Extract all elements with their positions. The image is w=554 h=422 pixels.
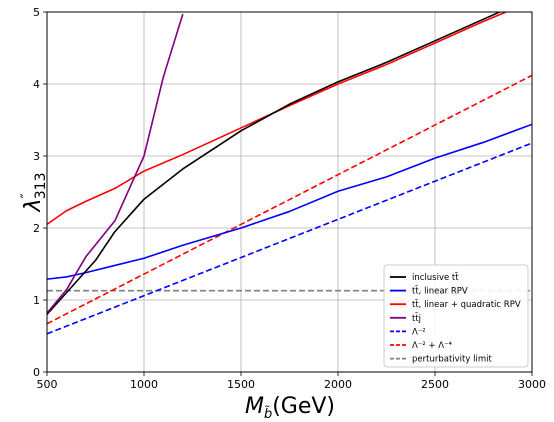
series-line-0 xyxy=(47,12,502,315)
x-tick-label: 2000 xyxy=(324,378,352,391)
y-tick-label: 1 xyxy=(33,294,40,307)
series-line-4 xyxy=(47,142,532,335)
x-axis-label: Mb̃(GeV) xyxy=(245,394,335,422)
legend: inclusive tt̄ tt̄, linear RPV tt̄, linear … xyxy=(383,264,529,368)
y-axis-label: λ″313 xyxy=(19,173,49,213)
x-tick-label: 1000 xyxy=(130,378,158,391)
y-axis: 0 1 2 3 4 5 xyxy=(33,6,47,379)
x-axis: 500 1000 1500 2000 2500 3000 xyxy=(37,372,546,391)
plot-frame xyxy=(46,11,533,373)
series-line-2 xyxy=(47,12,509,226)
legend-box xyxy=(383,264,529,368)
x-tick-label: 3000 xyxy=(518,378,546,391)
x-tick-label: 1500 xyxy=(227,378,255,391)
legend-label-4: Λ⁻² xyxy=(412,327,426,337)
y-tick-label: 4 xyxy=(33,78,40,91)
legend-label-0: inclusive tt̄ xyxy=(412,271,459,283)
series-lines xyxy=(47,12,532,335)
x-tick-label: 500 xyxy=(37,378,58,391)
legend-label-5: Λ⁻² + Λ⁻⁴ xyxy=(412,341,453,351)
y-tick-label: 3 xyxy=(33,150,40,163)
legend-label-3: tt̄j xyxy=(412,312,421,324)
grid xyxy=(46,11,533,373)
y-tick-label: 2 xyxy=(33,222,40,235)
series-line-3 xyxy=(47,13,184,314)
series-line-1 xyxy=(47,123,532,280)
y-tick-label: 5 xyxy=(33,6,40,19)
legend-label-6: perturbativity limit xyxy=(412,355,492,365)
y-tick-label: 0 xyxy=(33,366,40,379)
legend-label-1: tt̄, linear RPV xyxy=(412,285,468,297)
x-tick-label: 2500 xyxy=(421,378,449,391)
legend-label-2: tt̄, linear + quadratic RPV xyxy=(412,299,521,311)
series-line-5 xyxy=(47,74,532,325)
